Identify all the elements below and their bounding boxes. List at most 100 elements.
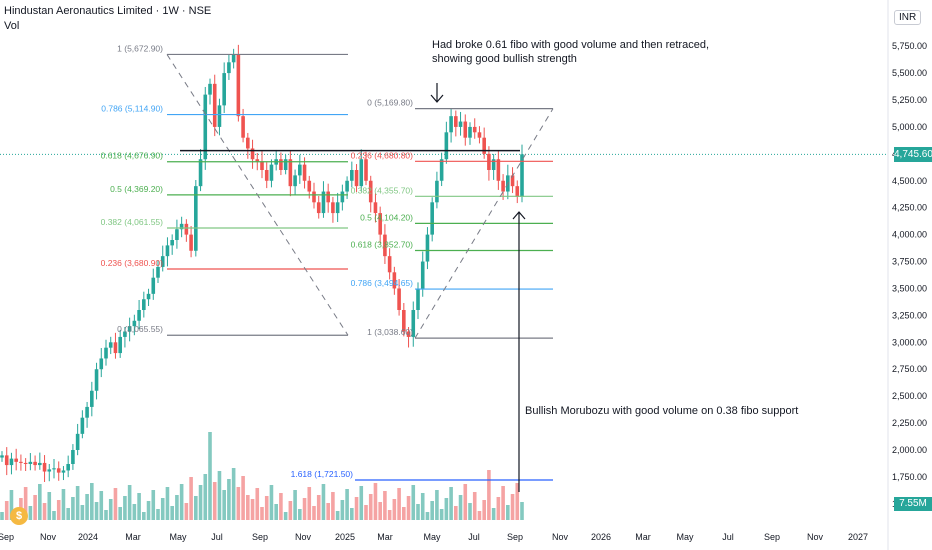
candle-body — [491, 159, 496, 170]
volume-bar — [175, 495, 179, 520]
volume-bar — [66, 508, 70, 520]
volume-bar — [80, 505, 85, 520]
volume-bar — [496, 497, 501, 520]
x-tick-label: May — [169, 532, 187, 542]
fib-right-label: 0.786 (3,494.65) — [351, 278, 414, 288]
volume-bar — [430, 501, 434, 520]
volume-bar — [264, 496, 269, 520]
x-tick-label: Sep — [252, 532, 268, 542]
volume-bar — [165, 487, 170, 520]
volume-bar — [269, 485, 274, 520]
candle-body — [75, 433, 80, 450]
candle-body — [33, 461, 37, 466]
fib-right-label: 0.5 (4,104.20) — [360, 212, 413, 222]
volume-bar — [4, 501, 9, 520]
chart-header: Hindustan Aeronautics Limited · 1W · NSE… — [4, 4, 211, 34]
candle-body — [194, 186, 198, 251]
volume-indicator-label[interactable]: Vol — [4, 20, 20, 32]
volume-bar — [458, 495, 463, 520]
currency-label[interactable]: INR — [894, 10, 922, 25]
y-tick-label: 4,250.00 — [892, 203, 927, 213]
candle-body — [383, 234, 387, 257]
candle-body — [184, 223, 189, 235]
candle-body — [331, 202, 335, 214]
volume-bar — [439, 509, 444, 520]
fib-left-label: 0.786 (5,114.90) — [101, 104, 163, 114]
candle-body — [137, 310, 141, 321]
volume-bar — [142, 512, 146, 520]
x-tick-label: 2024 — [78, 532, 98, 542]
symbol-title[interactable]: Hindustan Aeronautics Limited · 1W · NSE — [4, 5, 212, 17]
candle-body — [515, 186, 520, 197]
y-tick-label: 2,000.00 — [892, 445, 927, 455]
x-tick-label: Sep — [507, 532, 523, 542]
y-tick-label: 5,250.00 — [892, 95, 927, 105]
volume-bar — [42, 503, 47, 520]
volume-bar — [373, 483, 378, 520]
volume-bar — [9, 490, 14, 520]
candle-body — [208, 83, 212, 95]
candle-body — [23, 462, 28, 464]
x-tick-label: 2025 — [335, 532, 355, 542]
candle-body — [392, 272, 397, 289]
candle-body — [364, 159, 368, 181]
x-tick-label: Nov — [295, 532, 312, 542]
candle-body — [354, 170, 359, 187]
candle-body — [108, 342, 113, 348]
volume-bar — [38, 484, 42, 520]
y-tick-label: 5,000.00 — [892, 122, 927, 132]
candle-body — [293, 175, 297, 187]
volume-bar — [491, 508, 496, 520]
fib-right-label: 1 (3,038.60) — [367, 327, 413, 337]
volume-bar — [364, 505, 368, 520]
volume-bar — [463, 484, 468, 520]
candle-body — [430, 202, 434, 235]
volume-bar — [71, 497, 75, 520]
volume-bar — [184, 503, 189, 520]
y-tick-label: 4,000.00 — [892, 230, 927, 240]
candle-body — [236, 54, 241, 117]
candle-body — [458, 121, 463, 127]
volume-bar — [340, 500, 345, 520]
dividend-marker-icon[interactable]: $ — [10, 507, 28, 525]
candle-body — [378, 213, 382, 235]
x-tick-label: May — [423, 532, 441, 542]
fib-left-label: 0.236 (3,680.90) — [101, 258, 164, 268]
candle-body — [142, 299, 146, 310]
candle-body — [260, 161, 264, 170]
candle-body — [189, 234, 193, 251]
candle-body — [482, 137, 486, 154]
volume-bar — [222, 490, 226, 520]
candle-body — [402, 310, 406, 332]
candle-body — [217, 105, 222, 127]
candle-body — [85, 406, 89, 418]
volume-bar — [302, 498, 307, 520]
candle-body — [241, 116, 245, 138]
volume-bar — [33, 495, 37, 520]
y-tick-label: 2,500.00 — [892, 391, 927, 401]
annotation-bottom-arrowhead — [512, 211, 526, 220]
candle-body — [264, 170, 269, 181]
candle-body — [250, 148, 255, 160]
volume-bar — [402, 507, 406, 520]
volume-bar — [137, 493, 141, 520]
candle-body — [373, 202, 378, 214]
volume-bar — [170, 506, 174, 520]
volume-bar — [123, 496, 127, 520]
volume-bar — [472, 492, 477, 520]
volume-bar — [250, 499, 255, 520]
volume-bar — [113, 488, 118, 520]
volume-bar — [236, 487, 241, 520]
y-tick-label: 3,500.00 — [892, 283, 927, 293]
volume-bar — [227, 479, 231, 520]
y-tick-label: 2,750.00 — [892, 364, 927, 374]
volume-bar — [217, 471, 222, 520]
candle-body — [335, 202, 340, 214]
candle-body — [28, 461, 33, 464]
volume-bar — [99, 491, 104, 520]
annotation-top-text: Had broke 0.61 fibo with good volume and… — [432, 39, 709, 51]
volume-bar — [118, 507, 122, 520]
volume-bar — [260, 507, 264, 520]
x-tick-label: Sep — [0, 532, 14, 542]
